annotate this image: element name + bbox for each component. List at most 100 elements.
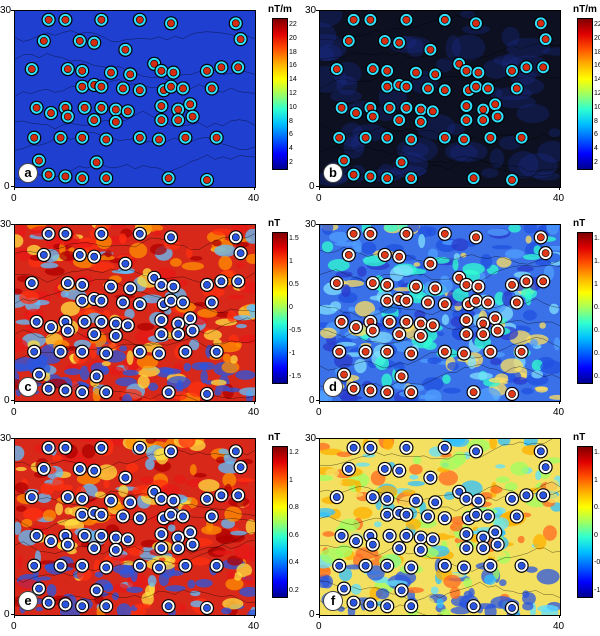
texture-blob — [495, 464, 506, 469]
texture-blob — [79, 365, 90, 381]
anomaly-spot — [120, 104, 135, 119]
texture-blob — [167, 524, 176, 532]
anomaly-spot — [348, 105, 364, 121]
anomaly-spot — [178, 344, 193, 359]
texture-blob — [112, 583, 130, 593]
anomaly-spot — [183, 525, 198, 540]
anomaly-spot — [394, 369, 409, 384]
x-axis-min-label: 0 — [316, 407, 322, 418]
anomaly-spot — [60, 537, 75, 552]
texture-blob — [176, 379, 184, 395]
anomaly-spot — [380, 599, 395, 614]
texture-blob — [15, 234, 24, 248]
axis-tick — [11, 224, 14, 225]
texture-blob — [508, 225, 521, 233]
anomaly-spot — [365, 109, 380, 124]
anomaly-spot — [89, 155, 104, 170]
anomaly-spot — [108, 328, 123, 343]
anomaly-spot — [199, 277, 215, 292]
anomaly-spot — [363, 12, 378, 27]
texture-blob — [211, 228, 232, 236]
anomaly-spot — [413, 542, 428, 557]
texture-blob — [224, 506, 242, 522]
anomaly-spot — [77, 100, 92, 115]
texture-blob — [430, 586, 439, 595]
panel-letter: e — [18, 591, 38, 611]
y-axis-min-label: 0 — [309, 395, 315, 406]
texture-blob — [158, 557, 166, 562]
anomaly-spot — [58, 597, 73, 612]
anomaly-spot — [75, 599, 90, 614]
texture-blob — [153, 230, 162, 236]
anomaly-map-a — [15, 11, 255, 187]
anomaly-spot — [53, 344, 68, 359]
texture-blob — [405, 587, 424, 594]
texture-blob — [320, 34, 347, 61]
anomaly-spot — [75, 63, 90, 78]
texture-blob — [169, 570, 184, 577]
texture-blob — [407, 38, 424, 58]
anomaly-spot — [204, 509, 219, 524]
anomaly-spot — [41, 381, 56, 396]
anomaly-spot — [99, 346, 114, 361]
texture-blob — [348, 306, 356, 312]
anomaly-spot — [365, 489, 380, 505]
texture-blob — [408, 464, 423, 475]
y-axis-min-label: 0 — [309, 181, 315, 192]
anomaly-spot — [404, 132, 419, 147]
texture-blob — [89, 342, 97, 359]
anomaly-spot — [87, 327, 102, 342]
panel-letter: a — [18, 163, 38, 183]
axis-tick — [14, 187, 15, 190]
anomaly-spot — [75, 344, 90, 359]
texture-blob — [449, 586, 461, 600]
texture-blob — [233, 543, 255, 560]
anomaly-spot — [99, 599, 114, 614]
anomaly-spot — [538, 460, 553, 475]
anomaly-spot — [103, 493, 119, 508]
texture-blob — [501, 26, 520, 47]
anomaly-spot — [346, 440, 361, 455]
anomaly-spot — [132, 511, 147, 526]
texture-blob — [90, 262, 115, 272]
anomaly-spot — [60, 275, 75, 291]
contour-line — [15, 110, 255, 130]
texture-blob — [122, 369, 139, 376]
texture-blob — [230, 355, 238, 364]
anomaly-spot — [476, 113, 491, 128]
anomaly-spot — [132, 12, 147, 27]
texture-blob — [118, 484, 129, 498]
texture-blob — [441, 314, 450, 326]
anomaly-spot — [380, 130, 395, 145]
contour-line — [320, 363, 560, 392]
anomaly-spot — [178, 130, 193, 145]
anomaly-spot — [504, 277, 520, 292]
anomaly-spot — [399, 79, 414, 94]
texture-blob — [158, 572, 170, 587]
contour-line — [320, 146, 560, 172]
anomaly-spot — [118, 256, 133, 271]
texture-blob — [19, 290, 40, 305]
anomaly-spot — [471, 493, 486, 508]
texture-blob — [335, 271, 353, 278]
anomaly-spot — [459, 113, 474, 128]
contour-line — [320, 246, 560, 265]
axis-tick — [559, 615, 560, 618]
anomaly-spot — [334, 528, 349, 543]
texture-blob — [137, 322, 155, 331]
anomaly-spot — [336, 581, 352, 596]
anomaly-spot — [420, 295, 436, 310]
x-axis-min-label: 0 — [11, 621, 17, 632]
anomaly-spot — [118, 42, 133, 57]
anomaly-spot — [408, 65, 424, 80]
anomaly-spot — [380, 507, 395, 522]
texture-blob — [236, 323, 247, 329]
anomaly-spot — [504, 63, 520, 78]
anomaly-spot — [380, 293, 395, 308]
contour-line — [15, 30, 255, 42]
colorbar-unit: nT — [573, 218, 586, 229]
anomaly-spot — [519, 274, 534, 289]
texture-blob — [540, 360, 560, 375]
anomaly-spot — [425, 318, 440, 333]
anomaly-spot — [380, 63, 395, 78]
